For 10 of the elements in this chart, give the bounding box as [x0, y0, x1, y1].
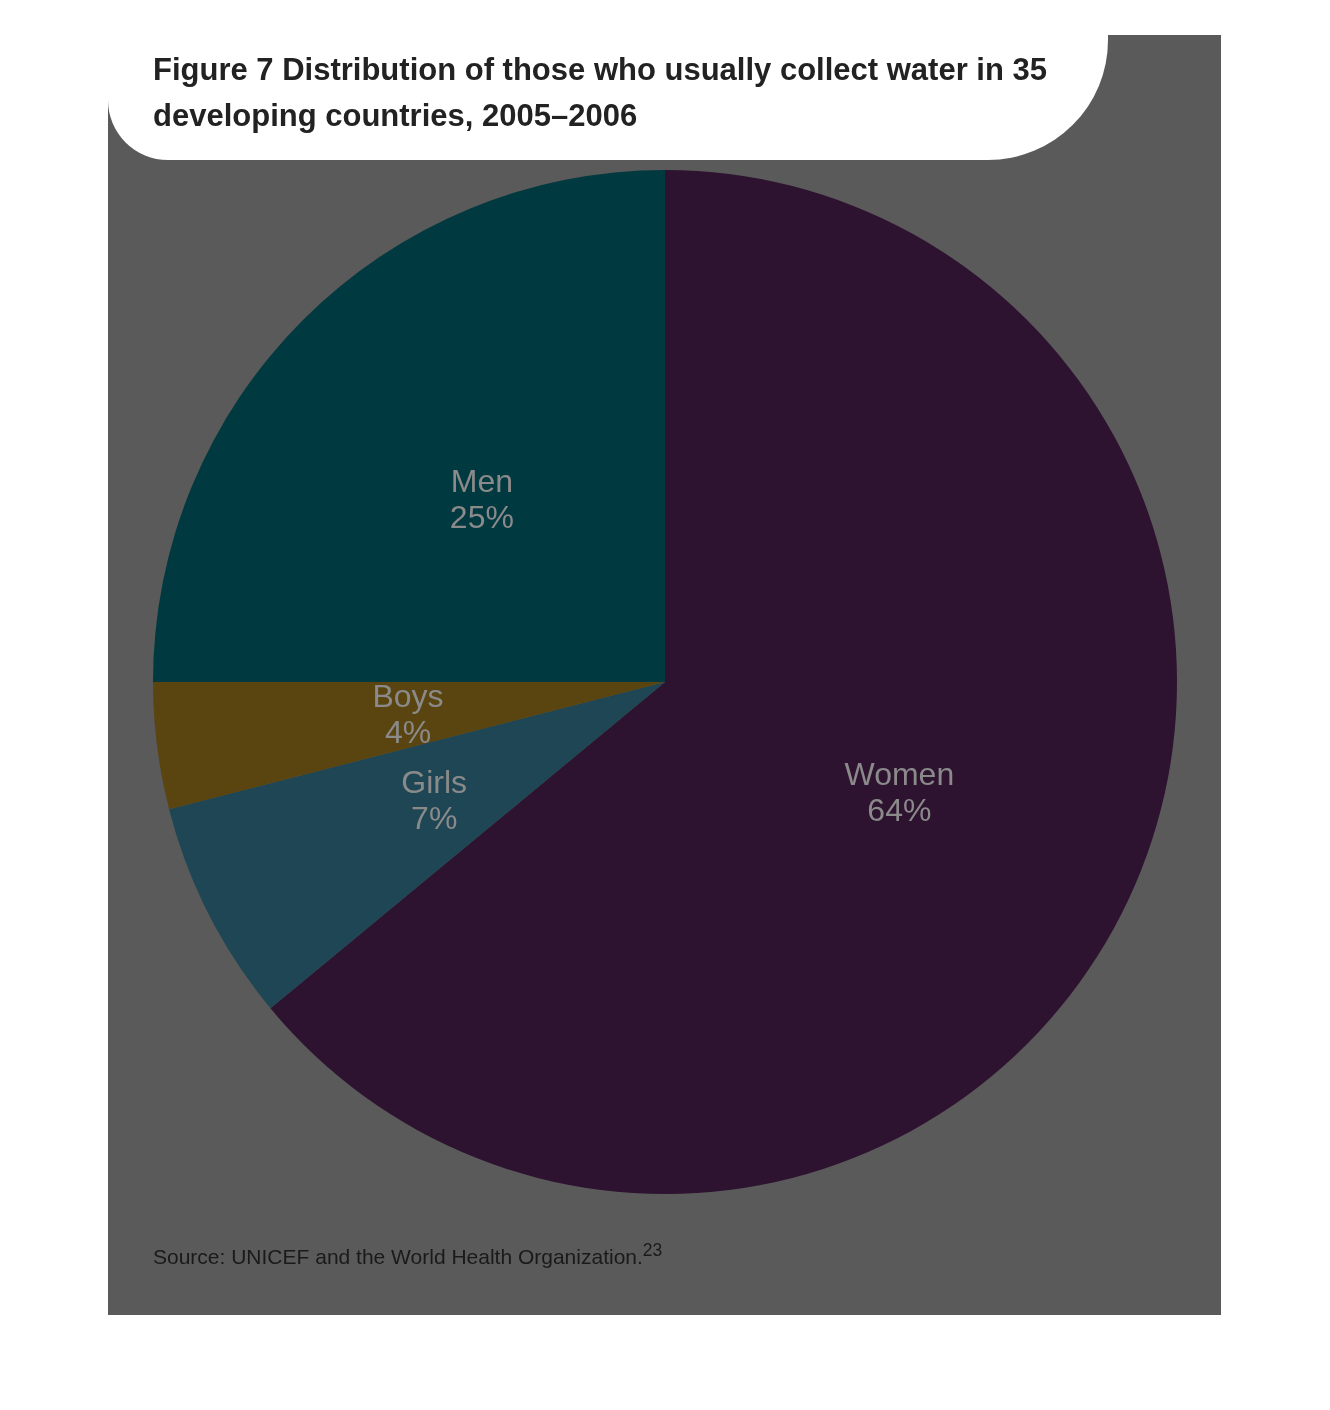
- slice-label: Women: [844, 756, 955, 793]
- source-note: Source: UNICEF and the World Health Organization.$^{23}$: [153, 1240, 663, 1269]
- slice-label: Boys: [372, 678, 444, 715]
- data-label: 25%: [449, 498, 514, 535]
- data-label: 4%: [384, 714, 432, 751]
- chart-title: Figure 7 Distribution of those who usually collect water in 35 developing countries, 2005–2006: [153, 51, 1048, 135]
- slice-label: Girls: [401, 763, 468, 800]
- data-label: 7%: [411, 799, 458, 836]
- data-label: 64%: [867, 792, 932, 829]
- slice-label: Men: [450, 462, 513, 499]
